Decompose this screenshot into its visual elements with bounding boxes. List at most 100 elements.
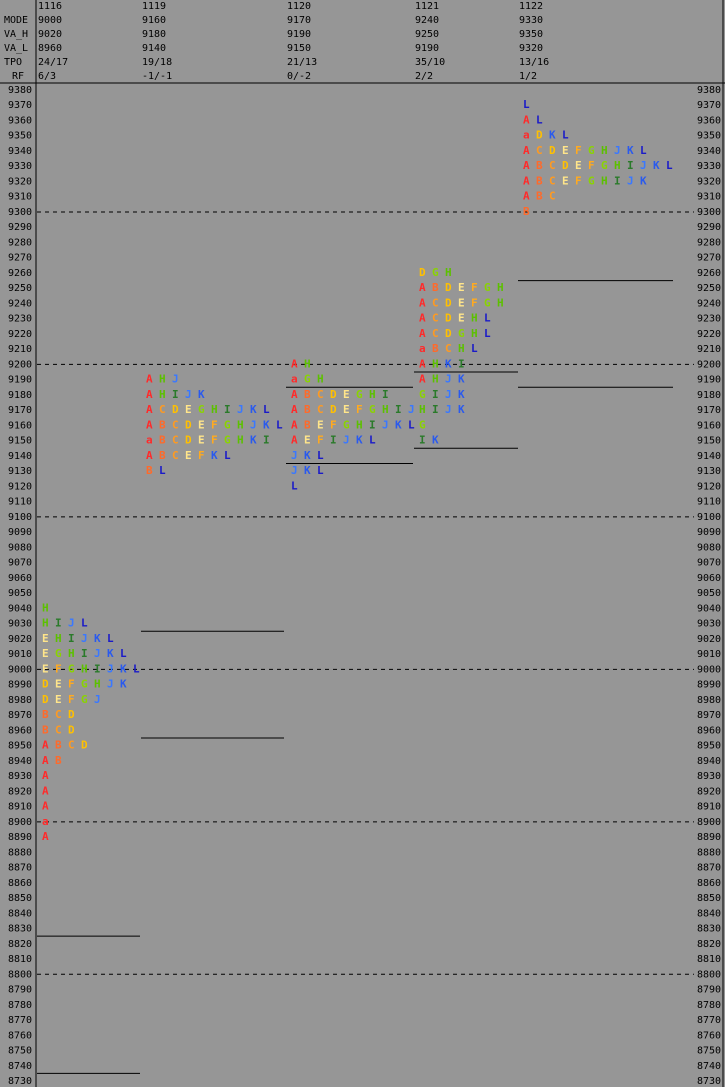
- price-label-right: 9050: [697, 588, 721, 599]
- price-label-left: 9170: [8, 405, 32, 416]
- price-label-left: 9100: [8, 512, 32, 523]
- price-label-right: 8730: [697, 1076, 721, 1087]
- header-value: 9190: [415, 43, 439, 54]
- price-label-left: 8810: [8, 954, 32, 965]
- price-label-right: 9340: [697, 146, 721, 157]
- tpo-row: L: [523, 98, 530, 111]
- price-label-left: 8930: [8, 771, 32, 782]
- price-label-left: 9060: [8, 573, 32, 584]
- price-label-right: 8780: [697, 1000, 721, 1011]
- price-label-left: 8980: [8, 695, 32, 706]
- header-value: 9250: [415, 29, 439, 40]
- tpo-row: A: [42, 800, 49, 813]
- header-value: 6/3: [38, 71, 56, 82]
- header-value: 9330: [519, 15, 543, 26]
- price-label-left: 9010: [8, 649, 32, 660]
- price-label-left: 9200: [8, 359, 32, 370]
- header-value: 9150: [287, 43, 311, 54]
- price-label-right: 9370: [697, 100, 721, 111]
- price-label-left: 9310: [8, 192, 32, 203]
- price-label-right: 8760: [697, 1030, 721, 1041]
- price-label-left: 8950: [8, 741, 32, 752]
- price-label-right: 9110: [697, 497, 721, 508]
- price-label-left: 9090: [8, 527, 32, 538]
- price-label-left: 9120: [8, 481, 32, 492]
- price-label-right: 8770: [697, 1015, 721, 1026]
- price-label-left: 8830: [8, 924, 32, 935]
- price-label-right: 8960: [697, 725, 721, 736]
- price-label-left: 9140: [8, 451, 32, 462]
- price-label-left: 9280: [8, 237, 32, 248]
- header-value: -1/-1: [142, 71, 172, 82]
- day-date: 1116: [38, 1, 62, 12]
- price-label-right: 8870: [697, 863, 721, 874]
- price-label-right: 9270: [697, 253, 721, 264]
- price-label-right: 9210: [697, 344, 721, 355]
- price-label-left: 8910: [8, 802, 32, 813]
- price-label-left: 9080: [8, 542, 32, 553]
- price-label-left: 9260: [8, 268, 32, 279]
- row-label: RF: [12, 71, 24, 82]
- price-label-left: 9350: [8, 131, 32, 142]
- price-label-left: 8750: [8, 1046, 32, 1057]
- price-label-right: 9380: [697, 85, 721, 96]
- price-label-left: 8860: [8, 878, 32, 889]
- header-value: 35/10: [415, 57, 445, 68]
- price-label-left: 9210: [8, 344, 32, 355]
- price-label-right: 9160: [697, 420, 721, 431]
- price-label-left: 8990: [8, 680, 32, 691]
- row-label: TPO: [4, 57, 22, 68]
- price-label-right: 9070: [697, 558, 721, 569]
- price-label-right: 9020: [697, 634, 721, 645]
- price-label-right: 9040: [697, 603, 721, 614]
- price-label-right: 8750: [697, 1046, 721, 1057]
- price-label-right: 8830: [697, 924, 721, 935]
- price-label-right: 8790: [697, 985, 721, 996]
- price-label-left: 9270: [8, 253, 32, 264]
- price-label-left: 9330: [8, 161, 32, 172]
- tpo-row: a: [42, 815, 49, 828]
- price-label-right: 9060: [697, 573, 721, 584]
- day-date: 1119: [142, 1, 166, 12]
- price-label-left: 8880: [8, 847, 32, 858]
- price-label-right: 9030: [697, 619, 721, 630]
- price-label-right: 9310: [697, 192, 721, 203]
- price-label-right: 9180: [697, 390, 721, 401]
- price-label-right: 9220: [697, 329, 721, 340]
- tpo-row: B: [523, 205, 530, 218]
- price-label-right: 9360: [697, 115, 721, 126]
- price-label-right: 8890: [697, 832, 721, 843]
- price-label-right: 9350: [697, 131, 721, 142]
- header-value: 9240: [415, 15, 439, 26]
- price-label-right: 9100: [697, 512, 721, 523]
- price-label-left: 8870: [8, 863, 32, 874]
- price-label-left: 9340: [8, 146, 32, 157]
- header-value: 9140: [142, 43, 166, 54]
- price-label-right: 9140: [697, 451, 721, 462]
- price-label-right: 8950: [697, 741, 721, 752]
- price-label-left: 9000: [8, 664, 32, 675]
